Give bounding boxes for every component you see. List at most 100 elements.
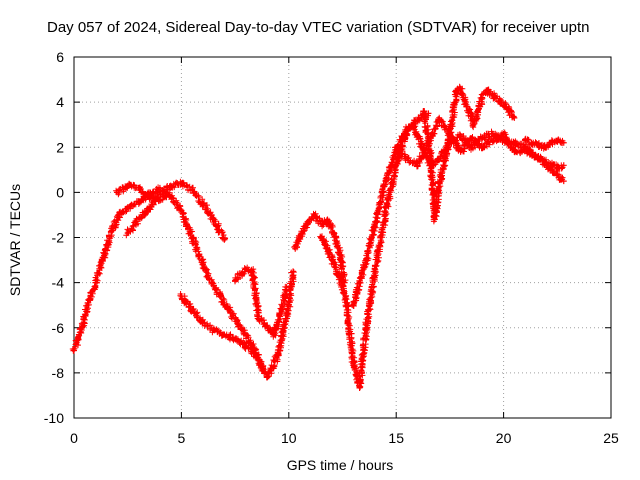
- data-point: [436, 155, 443, 162]
- data-point: [324, 245, 331, 252]
- data-point: [255, 313, 262, 320]
- data-point: [210, 216, 217, 223]
- data-point: [199, 320, 206, 327]
- data-point: [210, 327, 217, 334]
- data-point: [382, 211, 389, 218]
- point-markers: [317, 110, 431, 391]
- point-markers: [420, 83, 517, 225]
- data-point: [337, 275, 344, 282]
- data-point: [403, 155, 410, 162]
- x-tick-label: 5: [178, 430, 186, 446]
- axis-tick-labels: 0 5 10 15 20 25 -10 -8 -6 -4 -2 0 2 4 6: [44, 49, 619, 446]
- data-point: [457, 148, 464, 155]
- data-point: [446, 130, 453, 137]
- data-point: [479, 144, 486, 151]
- x-tick-label: 0: [70, 430, 78, 446]
- data-point: [167, 182, 174, 189]
- y-tick-label: -8: [52, 365, 65, 381]
- data-point: [283, 284, 290, 291]
- data-point: [554, 171, 561, 178]
- data-point: [113, 189, 120, 196]
- data-point: [178, 180, 185, 187]
- data-point: [199, 200, 206, 207]
- data-point: [436, 117, 443, 124]
- data-point: [534, 141, 541, 148]
- data-point: [264, 324, 271, 331]
- data-point: [350, 358, 357, 365]
- data-point: [124, 229, 131, 236]
- series-track-c: [123, 189, 267, 372]
- data-point: [165, 191, 172, 198]
- data-point: [232, 336, 239, 343]
- data-point: [485, 87, 492, 94]
- data-point: [178, 207, 185, 214]
- data-points: [69, 83, 567, 391]
- data-point: [109, 225, 116, 232]
- x-axis-label: GPS time / hours: [287, 457, 394, 473]
- data-point: [479, 135, 486, 142]
- data-point: [457, 85, 464, 92]
- data-point: [189, 234, 196, 241]
- data-point: [425, 139, 432, 146]
- data-point: [217, 293, 224, 300]
- data-point: [489, 130, 496, 137]
- data-point: [101, 252, 108, 259]
- data-point: [270, 331, 277, 338]
- data-point: [318, 220, 325, 227]
- data-point: [249, 268, 256, 275]
- data-point: [363, 257, 370, 264]
- data-point: [71, 347, 77, 354]
- data-point: [500, 130, 507, 137]
- y-tick-label: 4: [56, 94, 64, 110]
- data-point: [479, 94, 486, 101]
- data-point: [139, 211, 146, 218]
- data-point: [371, 223, 378, 230]
- data-point: [124, 182, 131, 189]
- data-point: [401, 130, 408, 137]
- data-point: [522, 137, 529, 144]
- data-point: [522, 146, 529, 153]
- chart-title: Day 057 of 2024, Sidereal Day-to-day VTE…: [47, 19, 589, 36]
- data-point: [242, 266, 249, 273]
- grid: [74, 57, 611, 418]
- series-track-b: [113, 178, 229, 243]
- data-point: [292, 245, 299, 252]
- data-point: [382, 178, 389, 185]
- y-tick-label: 0: [56, 184, 64, 200]
- data-point: [285, 302, 292, 309]
- data-point: [554, 137, 561, 144]
- data-point: [356, 279, 363, 286]
- data-point: [189, 187, 196, 194]
- data-point: [139, 196, 146, 203]
- data-point: [489, 137, 496, 144]
- data-point: [492, 94, 499, 101]
- data-point: [152, 198, 159, 205]
- data-point: [264, 374, 271, 381]
- x-tick-label: 15: [388, 430, 404, 446]
- data-point: [178, 293, 185, 300]
- data-point: [290, 268, 297, 275]
- data-point: [453, 87, 460, 94]
- data-point: [311, 211, 318, 218]
- series-track-i: [420, 83, 518, 225]
- data-point: [92, 279, 99, 286]
- data-point: [560, 178, 567, 185]
- data-point: [275, 351, 282, 358]
- data-point: [146, 193, 153, 200]
- series-track-d: [177, 268, 297, 381]
- data-point: [324, 216, 331, 223]
- data-point: [242, 342, 249, 349]
- data-point: [363, 324, 370, 331]
- data-point: [77, 329, 84, 336]
- data-point: [457, 132, 464, 139]
- data-point: [498, 99, 505, 106]
- series-track-e: [232, 264, 290, 340]
- x-tick-label: 25: [603, 430, 619, 446]
- data-point: [330, 229, 337, 236]
- data-point: [421, 108, 428, 115]
- data-point: [234, 320, 241, 327]
- data-point: [414, 162, 421, 169]
- data-point: [343, 302, 350, 309]
- data-point: [511, 114, 518, 121]
- data-point: [371, 268, 378, 275]
